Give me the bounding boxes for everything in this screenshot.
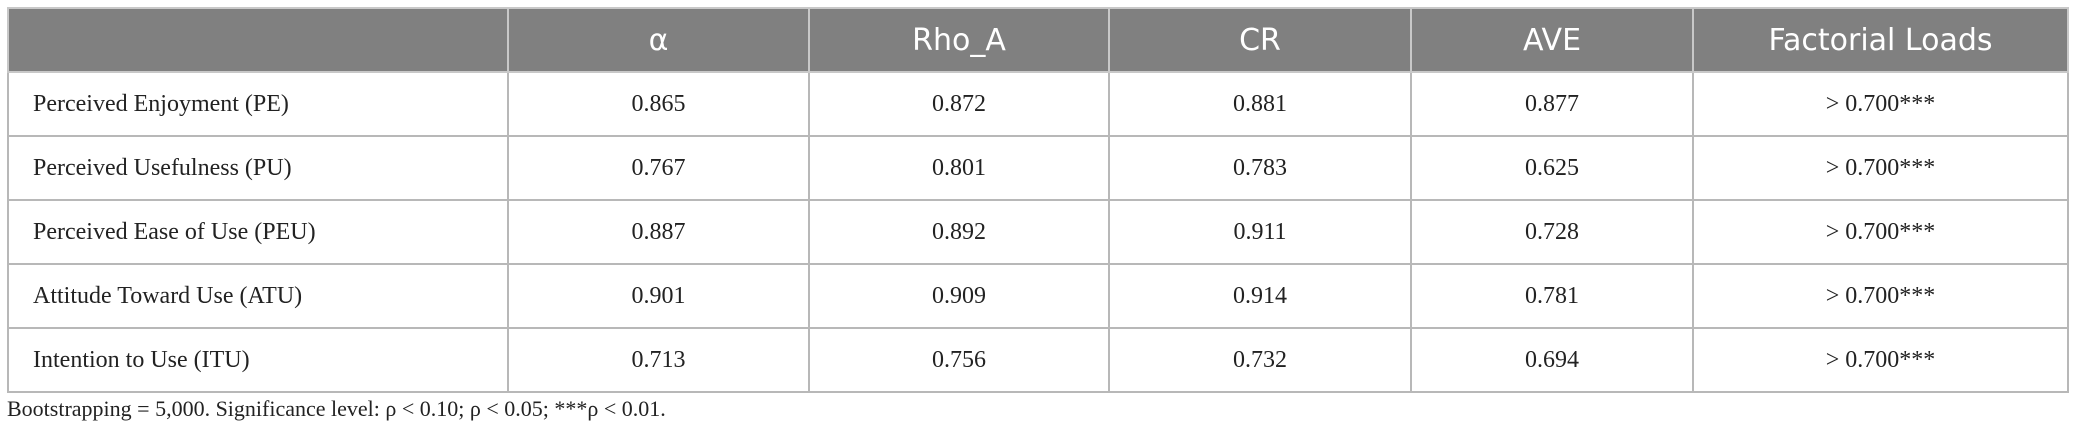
cell: 0.767 bbox=[507, 135, 810, 201]
cell: > 0.700*** bbox=[1692, 135, 2069, 201]
cell: 0.694 bbox=[1410, 327, 1694, 393]
row-label: Attitude Toward Use (ATU) bbox=[7, 263, 509, 329]
row-label: Perceived Usefulness (PU) bbox=[7, 135, 509, 201]
column-header: AVE bbox=[1410, 7, 1694, 73]
cell: 0.877 bbox=[1410, 71, 1694, 137]
cell: > 0.700*** bbox=[1692, 199, 2069, 265]
cell: > 0.700*** bbox=[1692, 71, 2069, 137]
cell: 0.732 bbox=[1108, 327, 1412, 393]
stub-header bbox=[7, 7, 509, 73]
row-label: Intention to Use (ITU) bbox=[7, 327, 509, 393]
row-label: Perceived Ease of Use (PEU) bbox=[7, 199, 509, 265]
cell: > 0.700*** bbox=[1692, 263, 2069, 329]
column-header: Rho_A bbox=[808, 7, 1110, 73]
cell: 0.881 bbox=[1108, 71, 1412, 137]
results-table: α Rho_A CR AVE Factorial Loads Perceived Enj… bbox=[7, 7, 2069, 393]
table-body: Perceived Enjoyment (PE) 0.865 0.872 0.881 0… bbox=[7, 71, 2069, 393]
cell: 0.909 bbox=[808, 263, 1110, 329]
cell: 0.911 bbox=[1108, 199, 1412, 265]
column-header: CR bbox=[1108, 7, 1412, 73]
cell: 0.728 bbox=[1410, 199, 1694, 265]
cell: 0.756 bbox=[808, 327, 1110, 393]
table-row: Attitude Toward Use (ATU) 0.901 0.909 0.914… bbox=[7, 263, 2069, 329]
cell: 0.887 bbox=[507, 199, 810, 265]
cell: 0.781 bbox=[1410, 263, 1694, 329]
column-header: α bbox=[507, 7, 810, 73]
table-row: Intention to Use (ITU) 0.713 0.756 0.732 0.6… bbox=[7, 327, 2069, 393]
cell: 0.713 bbox=[507, 327, 810, 393]
cell: 0.901 bbox=[507, 263, 810, 329]
cell: 0.783 bbox=[1108, 135, 1412, 201]
footnote: Bootstrapping = 5,000. Significance leve… bbox=[7, 396, 666, 421]
cell: > 0.700*** bbox=[1692, 327, 2069, 393]
cell: 0.625 bbox=[1410, 135, 1694, 201]
header-row: α Rho_A CR AVE Factorial Loads bbox=[7, 7, 2069, 73]
column-header: Factorial Loads bbox=[1692, 7, 2069, 73]
cell: 0.914 bbox=[1108, 263, 1412, 329]
table-row: Perceived Ease of Use (PEU) 0.887 0.892 0.9… bbox=[7, 199, 2069, 265]
row-label: Perceived Enjoyment (PE) bbox=[7, 71, 509, 137]
cell: 0.865 bbox=[507, 71, 810, 137]
cell: 0.892 bbox=[808, 199, 1110, 265]
cell: 0.801 bbox=[808, 135, 1110, 201]
table-row: Perceived Enjoyment (PE) 0.865 0.872 0.881 0… bbox=[7, 71, 2069, 137]
cell: 0.872 bbox=[808, 71, 1110, 137]
table-row: Perceived Usefulness (PU) 0.767 0.801 0.783… bbox=[7, 135, 2069, 201]
